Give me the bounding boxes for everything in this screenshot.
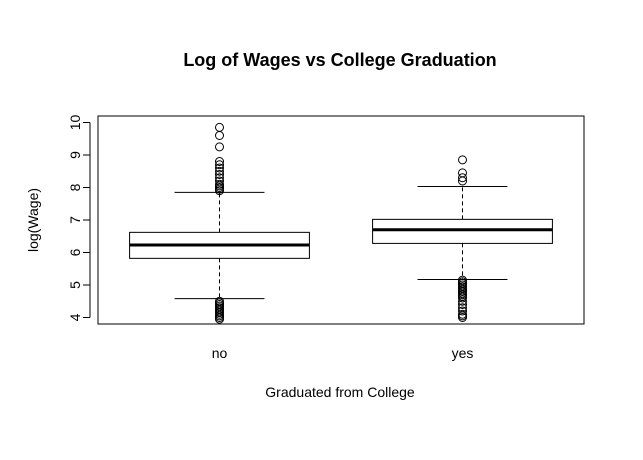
y-tick-label: 10	[67, 115, 83, 131]
outlier-point	[215, 176, 224, 186]
x-axis-label: Graduated from College	[265, 384, 415, 400]
outlier-point	[458, 155, 467, 165]
y-tick-label: 6	[67, 248, 83, 256]
outlier-point	[215, 131, 224, 140]
outlier-point	[458, 296, 467, 306]
x-axis: no yes	[212, 345, 474, 361]
y-tick-label: 4	[67, 313, 83, 321]
outlier-point	[458, 168, 467, 178]
y-axis: 4 5 6 7 8 9 10	[67, 115, 91, 321]
outlier-point	[458, 313, 467, 322]
x-tick-label: no	[212, 345, 228, 361]
outlier-point	[215, 142, 224, 152]
outlier-point	[215, 173, 224, 183]
y-tick-label: 7	[67, 216, 83, 224]
outlier-point	[215, 179, 224, 189]
outlier-point	[458, 300, 467, 309]
outlier-point	[215, 170, 224, 179]
y-tick-label: 9	[67, 151, 83, 159]
iqr-box	[372, 218, 553, 244]
y-tick-label: 5	[67, 281, 83, 289]
outlier-point	[458, 306, 467, 316]
outlier-point	[215, 160, 224, 170]
boxes-group	[129, 122, 553, 324]
outlier-point	[458, 173, 467, 183]
outlier-point	[458, 293, 467, 303]
y-axis-label: log(Wage)	[25, 188, 41, 252]
outlier-point	[215, 163, 224, 173]
chart-title: Log of Wages vs College Graduation	[183, 50, 496, 70]
outlier-point	[215, 122, 224, 132]
y-tick-label: 8	[67, 183, 83, 191]
outlier-point	[215, 166, 224, 176]
outlier-point	[215, 157, 224, 166]
outlier-point	[215, 314, 224, 324]
x-tick-label: yes	[452, 345, 474, 361]
box-no	[129, 122, 310, 324]
box-yes	[372, 155, 553, 322]
plot-frame	[97, 115, 585, 325]
